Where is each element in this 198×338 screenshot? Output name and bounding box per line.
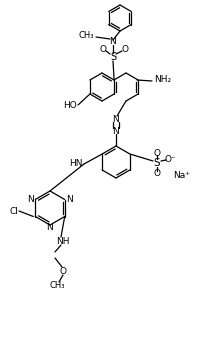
Text: CH₃: CH₃: [78, 31, 94, 41]
Text: O⁻: O⁻: [164, 155, 176, 165]
Text: O: O: [153, 169, 161, 177]
Text: CH₃: CH₃: [49, 282, 65, 290]
Text: Na⁺: Na⁺: [173, 170, 190, 179]
Text: Cl: Cl: [9, 207, 18, 216]
Text: N: N: [110, 37, 116, 46]
Text: HN: HN: [69, 160, 83, 169]
Text: O: O: [100, 46, 107, 54]
Text: S: S: [154, 158, 160, 168]
Text: N: N: [66, 195, 73, 204]
Text: N: N: [113, 115, 119, 123]
Text: HO: HO: [63, 100, 77, 110]
Text: N: N: [47, 223, 53, 233]
Text: S: S: [110, 52, 116, 62]
Text: O: O: [60, 266, 67, 275]
Text: NH: NH: [56, 237, 70, 245]
Text: O: O: [122, 46, 129, 54]
Text: O: O: [153, 148, 161, 158]
Text: NH₂: NH₂: [154, 75, 171, 84]
Text: N: N: [113, 126, 119, 136]
Text: N: N: [27, 195, 34, 204]
